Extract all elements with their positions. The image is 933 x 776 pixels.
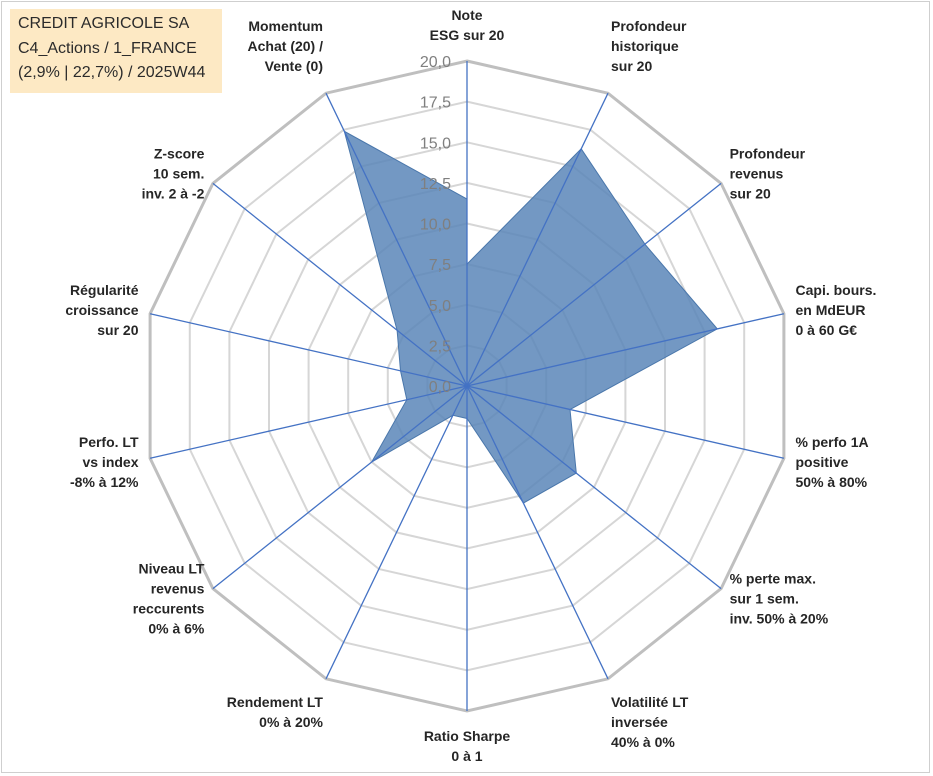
axis-spoke [149, 313, 468, 387]
tick-label: 7,5 [429, 257, 451, 274]
axis-label-line: Volatilité LT [611, 694, 689, 710]
axis-label-line: inversée [611, 714, 668, 730]
axis-label-line: 40% à 0% [611, 734, 675, 750]
axis-label: Niveau LT revenus reccurents 0% à 6% [133, 561, 205, 637]
axis-label-line: 0% à 20% [259, 714, 323, 730]
radar-tick-labels: 0,0 2,5 5,0 7,5 10,0 12,5 15,0 17,5 20,0 [420, 54, 451, 396]
radar-spokes [149, 61, 785, 711]
axis-spoke [325, 92, 468, 387]
axis-label: Momentum Achat (20) / Vente (0) [248, 18, 324, 74]
axis-label-line: en MdEUR [796, 302, 866, 318]
axis-label: Perfo. LT vs index -8% à 12% [70, 434, 139, 490]
axis-label-line: historique [611, 38, 679, 54]
axis-label-line: revenus [151, 581, 205, 597]
axis-label-line: Ratio Sharpe [424, 728, 511, 744]
axis-spoke [466, 385, 609, 680]
axis-label: Volatilité LT inversée 40% à 0% [611, 694, 689, 750]
axis-label-line: croissance [65, 302, 138, 318]
tick-label: 10,0 [420, 217, 451, 234]
axis-label: % perte max. sur 1 sem. inv. 50% à 20% [730, 571, 829, 627]
axis-label-line: 0% à 6% [148, 621, 205, 637]
axis-label-line: % perte max. [730, 571, 816, 587]
axis-label: Rendement LT 0% à 20% [227, 694, 324, 730]
axis-spoke [466, 385, 722, 590]
axis-label-line: ESG sur 20 [430, 27, 505, 43]
axis-label-line: sur 1 sem. [730, 591, 799, 607]
axis-label-line: revenus [730, 165, 784, 181]
axis-spoke [466, 182, 722, 387]
axis-label-line: reccurents [133, 601, 205, 617]
axis-spoke [212, 182, 468, 387]
axis-label-line: Note [451, 7, 482, 23]
axis-label-line: Vente (0) [265, 58, 323, 74]
axis-label-line: % perfo 1A [796, 434, 869, 450]
axis-label-line: Achat (20) / [248, 38, 324, 54]
axis-label-line: Perfo. LT [79, 434, 139, 450]
axis-label-line: Régularité [70, 282, 139, 298]
axis-label-line: 50% à 80% [796, 474, 868, 490]
axis-label-line: Profondeur [730, 145, 806, 161]
tick-label: 0,0 [429, 379, 451, 396]
axis-spoke [466, 385, 785, 459]
tick-label: 20,0 [420, 54, 451, 71]
axis-label: % perfo 1A positive 50% à 80% [796, 434, 869, 490]
axis-label: Régularité croissance sur 20 [65, 282, 138, 338]
axis-label: Profondeur historique sur 20 [611, 18, 687, 74]
axis-label: Note ESG sur 20 [430, 7, 505, 43]
axis-label-line: inv. 2 à -2 [142, 185, 205, 201]
axis-label-line: vs index [82, 454, 138, 470]
axis-label: Z-score 10 sem. inv. 2 à -2 [142, 145, 205, 201]
axis-label-line: Momentum [248, 18, 323, 34]
axis-label-line: 0 à 1 [451, 748, 482, 764]
axis-spoke [212, 385, 468, 590]
axis-label-line: Profondeur [611, 18, 687, 34]
tick-label: 17,5 [420, 95, 451, 112]
axis-label-line: Niveau LT [139, 561, 205, 577]
axis-label: Profondeur revenus sur 20 [730, 145, 806, 201]
axis-label-line: Capi. bours. [796, 282, 877, 298]
axis-spoke [325, 385, 468, 680]
axis-label-line: sur 20 [730, 185, 771, 201]
segment-label: C4_Actions / 1_FRANCE [18, 39, 197, 57]
axis-label: Ratio Sharpe 0 à 1 [424, 728, 511, 764]
axis-label-line: -8% à 12% [70, 474, 139, 490]
tick-label: 15,0 [420, 135, 451, 152]
axis-label: Capi. bours. en MdEUR 0 à 60 G€ [796, 282, 877, 338]
axis-spoke [466, 92, 609, 387]
range-label: (2,9% | 22,7%) / 2025W44 [18, 64, 206, 81]
tick-label: 2,5 [429, 338, 451, 355]
axis-label-line: sur 20 [611, 58, 652, 74]
axis-label-line: Rendement LT [227, 694, 324, 710]
axis-label-line: positive [796, 454, 849, 470]
axis-label-line: inv. 50% à 20% [730, 611, 829, 627]
axis-spoke [466, 313, 785, 387]
axis-label-line: Z-score [154, 145, 205, 161]
axis-label-line: 0 à 60 G€ [796, 322, 858, 338]
tick-label: 12,5 [420, 176, 451, 193]
axis-label-line: 10 sem. [153, 165, 204, 181]
tick-label: 5,0 [429, 298, 451, 315]
company-name: CREDIT AGRICOLE SA [18, 15, 190, 32]
radar-axis-labels: Note ESG sur 20 Profondeur historique sur 20… [65, 7, 876, 764]
info-box: CREDIT AGRICOLE SA C4_Actions / 1_FRANCE… [10, 9, 222, 93]
axis-spoke [149, 385, 468, 459]
axis-label-line: sur 20 [97, 322, 138, 338]
